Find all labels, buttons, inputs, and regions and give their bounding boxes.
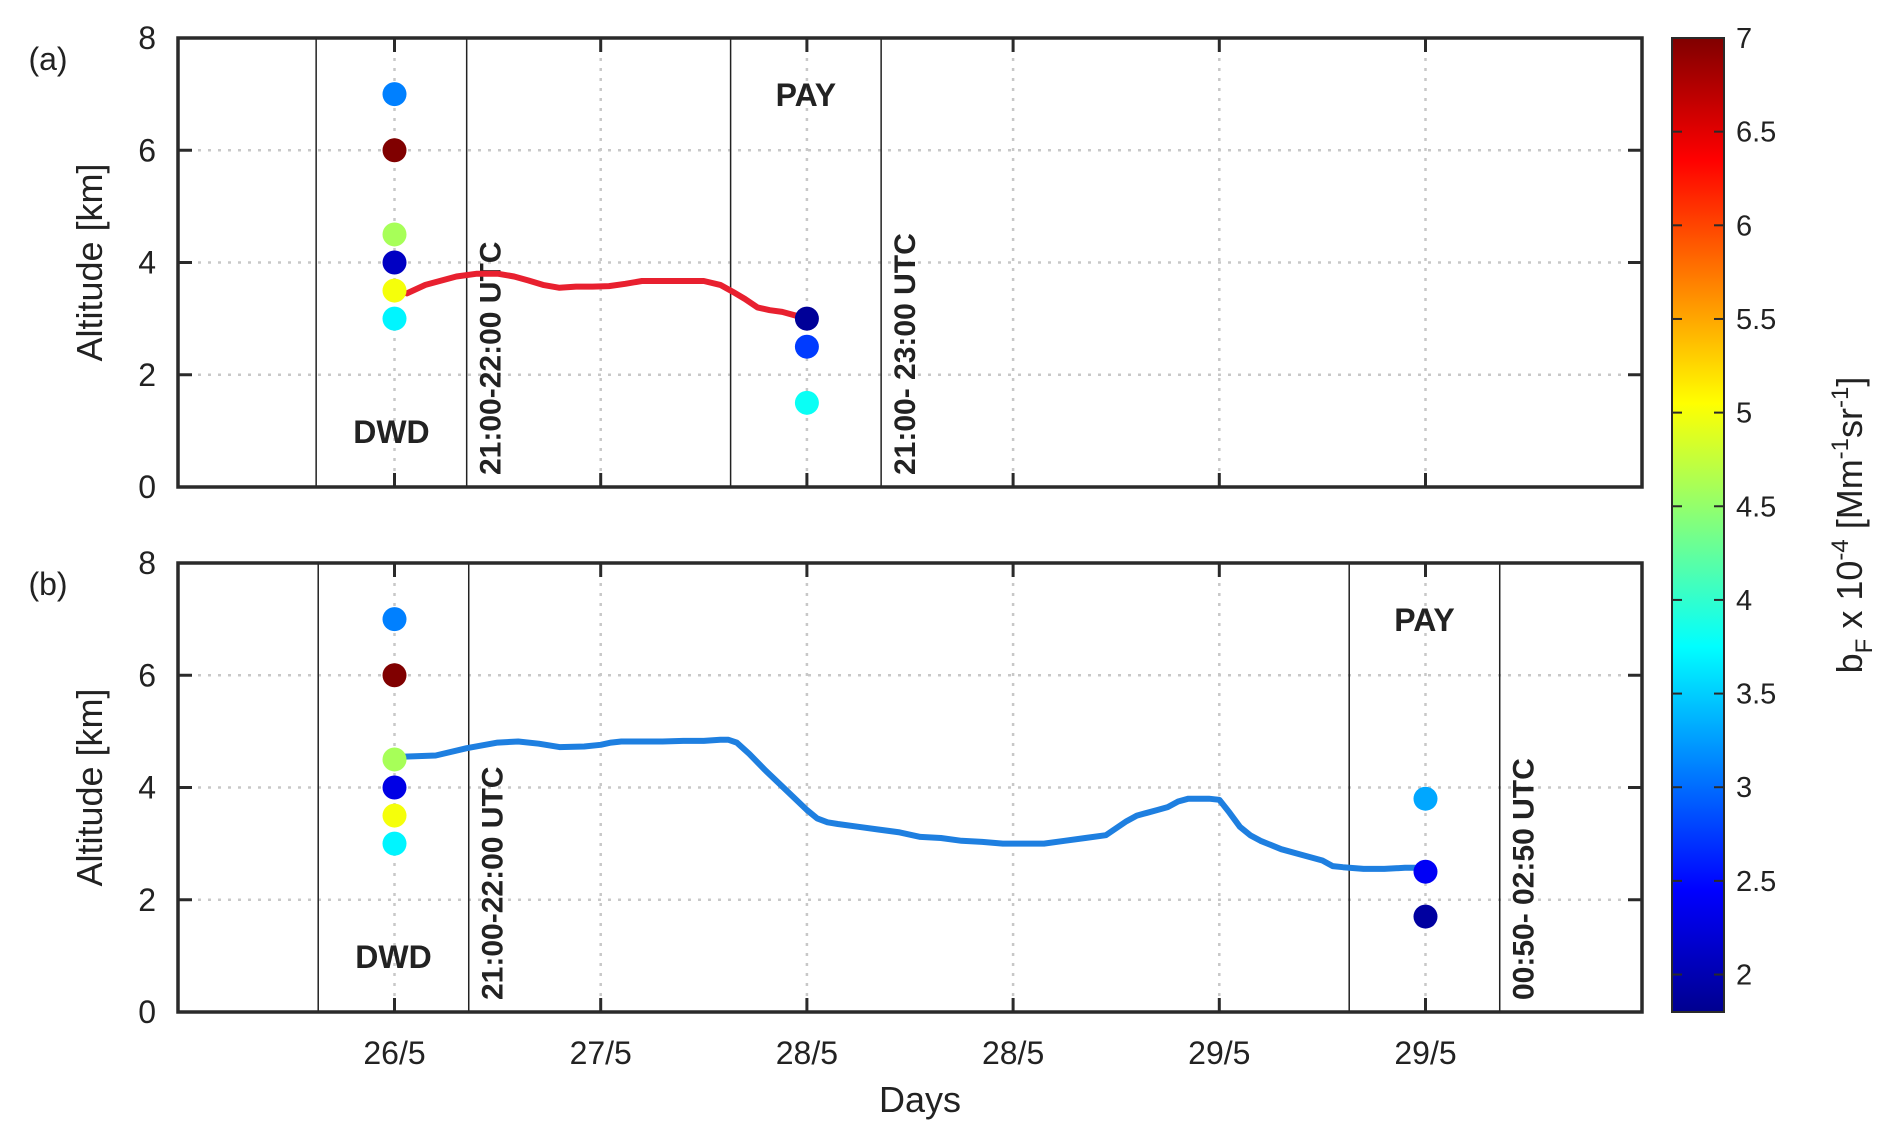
y-tick-label: 8 [138, 20, 156, 56]
time-window-label: 21:00-22:00 UTC [477, 767, 510, 1000]
data-point [382, 278, 407, 303]
panel-label: (a) [28, 41, 67, 77]
y-tick-label: 4 [138, 770, 156, 806]
y-tick-label: 4 [138, 245, 156, 281]
y-tick-label: 6 [138, 657, 156, 693]
x-tick-label: 29/5 [1394, 1035, 1456, 1071]
data-point [1413, 786, 1438, 811]
y-tick-label: 0 [138, 469, 156, 505]
time-window-label: 00:50- 02:50 UTC [1508, 758, 1541, 1000]
data-point [382, 607, 407, 632]
colorbar-tick-label: 4 [1736, 585, 1752, 617]
x-tick-label: 26/5 [363, 1035, 425, 1071]
station-label: PAY [1394, 602, 1454, 638]
data-point [794, 334, 819, 359]
data-point [382, 82, 407, 107]
data-point [382, 250, 407, 275]
colorbar-frame [1671, 37, 1725, 1013]
panel-label: (b) [28, 566, 67, 602]
data-point [382, 222, 407, 247]
colorbar-tick-label: 2.5 [1736, 866, 1776, 898]
data-point [382, 138, 407, 163]
colorbar-tick-label: 4.5 [1736, 491, 1776, 523]
colorbar-tick-label: 2 [1736, 960, 1752, 992]
data-point [794, 390, 819, 415]
time-window-label: 21:00- 23:00 UTC [889, 233, 922, 475]
colorbar-label-part: -4 [1827, 539, 1854, 560]
colorbar-label-part: sr [1829, 408, 1870, 438]
x-axis-label: Days [879, 1079, 961, 1120]
panel-b: DWD 21:00-22:00 UTC PAY 00:50- 02:50 UTC 0 2 4… [28, 545, 1644, 1071]
colorbar-label-part: ] [1829, 377, 1870, 387]
y-tick-label: 2 [138, 882, 156, 918]
station-label: DWD [355, 939, 431, 975]
colorbar-label: bF x 10-4 [Mm-1sr-1] [1827, 377, 1878, 674]
data-point [382, 803, 407, 828]
data-point [1413, 904, 1438, 929]
x-tick-label: 28/5 [776, 1035, 838, 1071]
colorbar-tick-label: 3.5 [1736, 679, 1776, 711]
data-point [382, 663, 407, 688]
colorbar-tick-label: 7 [1736, 23, 1752, 55]
panel-a: DWD 21:00-22:00 UTC PAY 21:00- 23:00 UTC 0 2 4… [28, 20, 1644, 505]
colorbar-tick-label: 6.5 [1736, 117, 1776, 149]
y-axis-label: Altitude [km] [69, 688, 110, 886]
data-point [382, 747, 407, 772]
data-point [1413, 859, 1438, 884]
y-tick-label: 2 [138, 357, 156, 393]
time-window-label: 21:00-22:00 UTC [475, 242, 508, 475]
colorbar-label-part: F [1851, 639, 1878, 654]
colorbar-label-part: b [1829, 653, 1870, 673]
x-tick-label: 27/5 [570, 1035, 632, 1071]
y-tick-label: 8 [138, 545, 156, 581]
station-label: DWD [353, 414, 429, 450]
data-point [382, 831, 407, 856]
x-tick-label: 29/5 [1188, 1035, 1250, 1071]
colorbar-tick-label: 3 [1736, 772, 1752, 804]
colorbar-gradient [1672, 38, 1724, 1012]
trajectory-line [403, 270, 810, 322]
colorbar-label-part: -1 [1827, 387, 1854, 408]
y-axis-label: Altitude [km] [69, 163, 110, 361]
station-label: PAY [776, 77, 836, 113]
y-tick-label: 0 [138, 994, 156, 1030]
colorbar-label-part: x 10 [1829, 561, 1870, 639]
colorbar-tick-label: 5 [1736, 398, 1752, 430]
colorbar-label-part: -1 [1827, 438, 1854, 459]
trajectory-line [401, 736, 1419, 872]
colorbar-label-part: [Mm [1829, 459, 1870, 539]
colorbar-tick-label: 6 [1736, 210, 1752, 242]
data-point [794, 306, 819, 331]
data-point [382, 775, 407, 800]
colorbar-tick-label: 5.5 [1736, 304, 1776, 336]
data-point [382, 306, 407, 331]
x-tick-label: 28/5 [982, 1035, 1044, 1071]
y-tick-label: 6 [138, 132, 156, 168]
